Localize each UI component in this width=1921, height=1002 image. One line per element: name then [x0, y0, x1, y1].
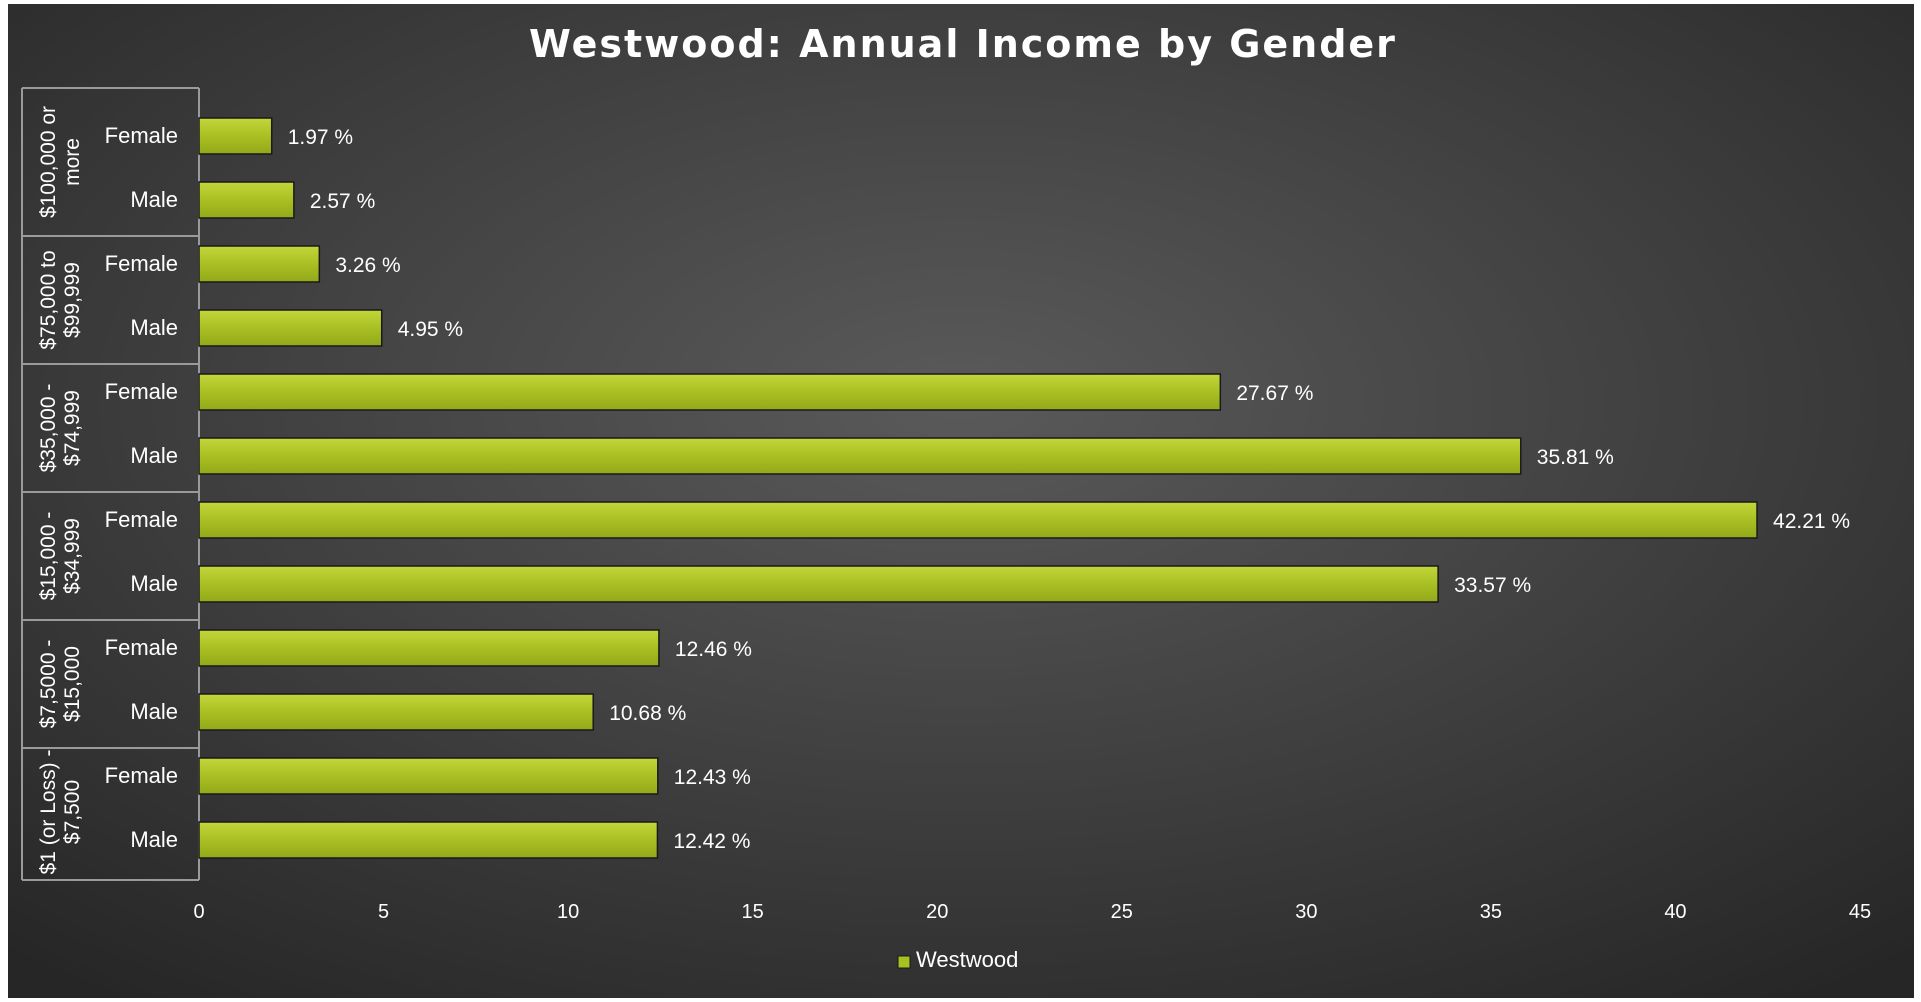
category-label-line: $15,000 -	[37, 512, 60, 601]
gender-label: Female	[105, 635, 178, 660]
gender-label: Male	[130, 443, 178, 468]
category-label: $75,000 to$99,999	[37, 250, 84, 349]
category-label-line: $35,000 -	[37, 384, 60, 473]
category-label: $7,5000 -$15,000	[37, 640, 84, 729]
data-label: 35.81 %	[1537, 446, 1614, 469]
axes-layer	[21, 87, 200, 881]
x-tick-label: 10	[557, 901, 579, 923]
category-label: $100,000 ormore	[37, 106, 84, 218]
data-label: 1.97 %	[288, 126, 353, 149]
x-tick-label: 20	[926, 901, 948, 923]
category-label-line: $75,000 to	[37, 250, 60, 349]
category-label-line: $34,999	[61, 518, 84, 594]
category-label: $15,000 -$34,999	[37, 512, 84, 601]
category-label-line: more	[61, 138, 84, 186]
x-tick-label: 30	[1295, 901, 1317, 923]
gender-label: Female	[105, 251, 178, 276]
category-label-line: $100,000 or	[37, 106, 60, 218]
x-tick-label: 40	[1664, 901, 1686, 923]
category-label-line: $7,500	[61, 780, 84, 844]
data-label: 33.57 %	[1454, 574, 1531, 597]
category-label-line: $15,000	[61, 646, 84, 722]
data-label: 3.26 %	[335, 254, 400, 277]
gender-label: Male	[130, 187, 178, 212]
category-label-line: $99,999	[61, 262, 84, 338]
labels-layer: $100,000 ormore Female 1.97 % Male 2.57 % $75…	[37, 106, 1871, 923]
chart-title: Westwood: Annual Income by Gender	[529, 22, 1397, 66]
data-label: 4.95 %	[398, 318, 463, 341]
bars-layer	[198, 117, 1758, 859]
chart-svg: Westwood: Annual Income by Gender $100,0…	[8, 4, 1914, 998]
data-label: 12.46 %	[675, 638, 752, 661]
data-label: 27.67 %	[1236, 382, 1313, 405]
bar	[198, 181, 295, 219]
bar	[198, 245, 321, 283]
legend-swatch	[897, 955, 911, 969]
bar	[198, 693, 594, 731]
gender-label: Male	[130, 699, 178, 724]
bar	[198, 501, 1758, 539]
gender-label: Female	[105, 763, 178, 788]
category-label: $1 (or Loss) -$7,500	[37, 750, 84, 875]
data-label: 42.21 %	[1773, 510, 1850, 533]
legend-label: Westwood	[916, 947, 1018, 972]
x-tick-label: 0	[193, 901, 204, 923]
category-label-line: $1 (or Loss) -	[37, 750, 60, 875]
gender-label: Male	[130, 827, 178, 852]
gender-label: Male	[130, 571, 178, 596]
legend: Westwood	[897, 947, 1018, 972]
bar	[198, 757, 659, 795]
category-label-line: $7,5000 -	[37, 640, 60, 729]
category-label-line: $74,999	[61, 390, 84, 466]
gender-label: Male	[130, 315, 178, 340]
x-tick-label: 5	[378, 901, 389, 923]
data-label: 12.42 %	[673, 830, 750, 853]
data-label: 2.57 %	[310, 190, 375, 213]
gender-label: Female	[105, 123, 178, 148]
bar	[198, 821, 659, 859]
bar	[198, 309, 383, 347]
bar	[198, 629, 660, 667]
x-tick-label: 15	[742, 901, 764, 923]
bar	[198, 117, 273, 155]
bar	[198, 437, 1522, 475]
chart-frame: Westwood: Annual Income by Gender $100,0…	[8, 4, 1914, 998]
gender-label: Female	[105, 379, 178, 404]
data-label: 12.43 %	[674, 766, 751, 789]
x-tick-label: 45	[1849, 901, 1871, 923]
x-tick-label: 25	[1111, 901, 1133, 923]
x-tick-label: 35	[1480, 901, 1502, 923]
data-label: 10.68 %	[609, 702, 686, 725]
bar	[198, 373, 1222, 411]
gender-label: Female	[105, 507, 178, 532]
bar	[198, 565, 1439, 603]
category-label: $35,000 -$74,999	[37, 384, 84, 473]
